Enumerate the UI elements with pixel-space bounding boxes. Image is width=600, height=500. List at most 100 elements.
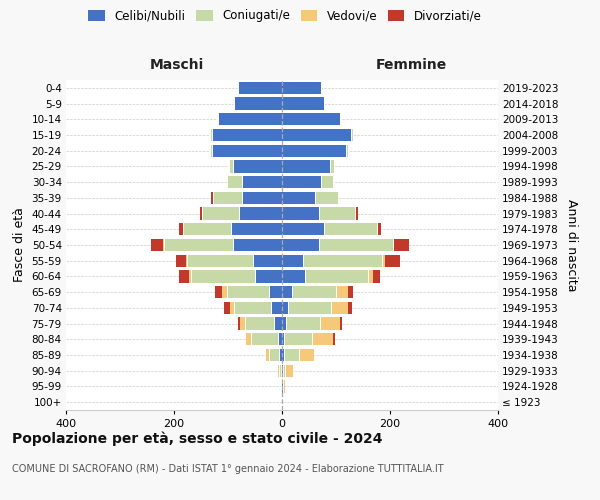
Bar: [292, 286, 336, 298]
Bar: [229, 160, 233, 172]
Bar: [266, 349, 269, 361]
Bar: [319, 239, 393, 251]
Bar: [247, 333, 251, 345]
Bar: [280, 349, 282, 361]
Bar: [340, 318, 343, 330]
Bar: [299, 349, 314, 361]
Bar: [214, 192, 241, 204]
Bar: [212, 129, 282, 141]
Bar: [227, 176, 242, 188]
Bar: [269, 349, 280, 361]
Text: COMUNE DI SACROFANO (RM) - Dati ISTAT 1° gennaio 2024 - Elaborazione TUTTITALIA.: COMUNE DI SACROFANO (RM) - Dati ISTAT 1°…: [12, 464, 443, 474]
Bar: [346, 144, 348, 157]
Bar: [316, 192, 338, 204]
Bar: [218, 113, 282, 126]
Bar: [242, 176, 282, 188]
Bar: [348, 302, 352, 314]
Bar: [282, 223, 324, 235]
Bar: [191, 270, 255, 282]
Bar: [238, 318, 241, 330]
Bar: [269, 286, 282, 298]
Bar: [377, 223, 382, 235]
Bar: [282, 302, 289, 314]
Bar: [215, 286, 222, 298]
Bar: [189, 270, 191, 282]
Bar: [324, 223, 377, 235]
Bar: [163, 239, 164, 251]
Bar: [230, 223, 282, 235]
Bar: [355, 208, 358, 220]
Bar: [176, 254, 186, 267]
Bar: [224, 302, 230, 314]
Bar: [284, 349, 299, 361]
Bar: [285, 364, 293, 377]
Bar: [320, 318, 340, 330]
Bar: [282, 349, 284, 361]
Y-axis label: Fasce di età: Fasce di età: [13, 208, 26, 282]
Bar: [233, 160, 282, 172]
Bar: [282, 144, 346, 157]
Bar: [329, 160, 334, 172]
Bar: [283, 380, 285, 392]
Bar: [274, 318, 282, 330]
Bar: [282, 129, 351, 141]
Bar: [278, 364, 280, 377]
Bar: [251, 333, 278, 345]
Bar: [282, 192, 316, 204]
Bar: [282, 364, 283, 377]
Bar: [233, 239, 282, 251]
Bar: [235, 98, 282, 110]
Text: Femmine: Femmine: [376, 58, 446, 72]
Bar: [282, 254, 302, 267]
Bar: [312, 333, 333, 345]
Bar: [253, 254, 282, 267]
Bar: [282, 176, 321, 188]
Bar: [202, 208, 239, 220]
Bar: [336, 286, 348, 298]
Bar: [348, 286, 353, 298]
Bar: [394, 239, 409, 251]
Bar: [282, 98, 324, 110]
Bar: [333, 333, 335, 345]
Bar: [302, 254, 382, 267]
Bar: [281, 364, 282, 377]
Bar: [282, 208, 319, 220]
Bar: [393, 239, 394, 251]
Bar: [282, 160, 329, 172]
Bar: [305, 270, 368, 282]
Bar: [212, 144, 282, 157]
Y-axis label: Anni di nascita: Anni di nascita: [565, 198, 578, 291]
Bar: [289, 302, 331, 314]
Bar: [351, 129, 353, 141]
Bar: [230, 302, 235, 314]
Bar: [211, 192, 214, 204]
Bar: [217, 113, 218, 126]
Bar: [183, 223, 230, 235]
Bar: [255, 270, 282, 282]
Bar: [282, 113, 340, 126]
Bar: [186, 254, 187, 267]
Bar: [164, 239, 233, 251]
Bar: [338, 192, 339, 204]
Bar: [340, 113, 341, 126]
Bar: [227, 286, 269, 298]
Bar: [241, 318, 245, 330]
Bar: [280, 364, 281, 377]
Bar: [373, 270, 380, 282]
Bar: [187, 254, 253, 267]
Bar: [209, 129, 212, 141]
Legend: Celibi/Nubili, Coniugati/e, Vedovi/e, Divorziati/e: Celibi/Nubili, Coniugati/e, Vedovi/e, Di…: [85, 6, 485, 26]
Bar: [284, 333, 312, 345]
Bar: [331, 302, 348, 314]
Bar: [179, 270, 189, 282]
Bar: [278, 333, 282, 345]
Bar: [209, 144, 212, 157]
Bar: [319, 208, 355, 220]
Bar: [282, 286, 292, 298]
Bar: [368, 270, 373, 282]
Bar: [239, 208, 282, 220]
Text: Popolazione per età, sesso e stato civile - 2024: Popolazione per età, sesso e stato civil…: [12, 431, 383, 446]
Bar: [385, 254, 400, 267]
Bar: [382, 254, 385, 267]
Bar: [151, 239, 163, 251]
